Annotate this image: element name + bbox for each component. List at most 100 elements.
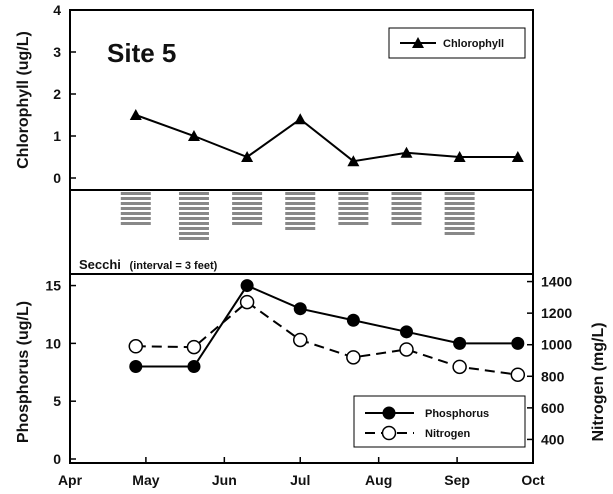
secchi-stripe <box>285 192 316 195</box>
chlorophyll-y-tick-label: 4 <box>53 2 61 18</box>
secchi-bars <box>120 192 475 240</box>
nitrogen-line <box>135 300 518 376</box>
secchi-stripe <box>232 202 263 205</box>
secchi-stripe <box>444 197 475 200</box>
nitrogen-y-tick-label: 1200 <box>541 305 572 321</box>
chlorophyll-legend-marker <box>412 37 424 48</box>
chlorophyll-line <box>135 114 518 163</box>
month-x-axis: Apr May Jun Jul Aug Sep Oct <box>58 457 545 488</box>
chlorophyll-y-tick-label: 1 <box>53 128 61 144</box>
secchi-stripe <box>178 222 209 225</box>
phosphorus-point <box>346 313 360 327</box>
secchi-stripe <box>120 212 151 215</box>
secchi-stripe <box>232 212 263 215</box>
secchi-stripe <box>338 207 369 210</box>
secchi-stripe <box>285 207 316 210</box>
nitrogen-legend-label: Nitrogen <box>425 428 471 440</box>
secchi-stripe <box>232 217 263 220</box>
nitrogen-point <box>239 294 255 310</box>
phosphorus-y-axis: 0 5 10 15 <box>45 278 76 467</box>
secchi-stripe <box>338 202 369 205</box>
nitrogen-point <box>292 332 308 348</box>
phosphorus-y-tick-label: 5 <box>53 393 61 409</box>
secchi-bar <box>178 192 209 240</box>
phosphorus-point <box>129 360 143 373</box>
chlorophyll-legend: Chlorophyll <box>388 27 526 59</box>
nutrient-legend-box <box>353 395 526 448</box>
secchi-title: Secchi (interval = 3 feet) <box>79 257 218 272</box>
phosphorus-y-tick-label: 15 <box>45 278 61 294</box>
secchi-stripe <box>178 227 209 230</box>
secchi-stripe <box>444 207 475 210</box>
secchi-stripe <box>232 197 263 200</box>
phosphorus-point <box>240 279 254 293</box>
nitrogen-y-tick-label: 800 <box>541 368 565 384</box>
chlorophyll-series <box>129 109 524 167</box>
secchi-stripe <box>178 237 209 240</box>
secchi-stripe <box>444 232 475 235</box>
nitrogen-y-tick-label: 1400 <box>541 274 572 290</box>
month-x-tick-label: Jul <box>290 472 310 488</box>
nitrogen-point <box>128 339 144 354</box>
phosphorus-y-tick-label: 10 <box>45 335 61 351</box>
secchi-stripe <box>178 202 209 205</box>
secchi-label: Secchi <box>79 257 121 272</box>
chlorophyll-legend-label: Chlorophyll <box>443 38 504 50</box>
secchi-stripe <box>391 212 422 215</box>
secchi-stripe <box>338 197 369 200</box>
nitrogen-point <box>452 359 467 375</box>
chlorophyll-point <box>294 113 307 125</box>
secchi-stripe <box>444 202 475 205</box>
secchi-stripe <box>178 207 209 210</box>
secchi-stripe <box>444 227 475 230</box>
secchi-stripe <box>444 192 475 195</box>
secchi-stripe <box>178 197 209 200</box>
secchi-stripe <box>444 222 475 225</box>
month-x-tick-label: Jun <box>212 472 237 488</box>
chlorophyll-point <box>453 151 466 162</box>
secchi-stripe <box>444 212 475 215</box>
secchi-stripe <box>338 217 369 220</box>
month-x-tick-label: Apr <box>58 472 83 488</box>
chlorophyll-point <box>241 151 254 162</box>
secchi-stripe <box>285 202 316 205</box>
chlorophyll-point <box>347 155 360 167</box>
secchi-stripe <box>232 192 263 195</box>
phosphorus-line <box>135 284 518 368</box>
secchi-stripe <box>120 197 151 200</box>
secchi-stripe <box>178 192 209 195</box>
secchi-interval-note: (interval = 3 feet) <box>130 260 218 272</box>
nitrogen-axis-title: Nitrogen (mg/L) <box>590 322 607 441</box>
nitrogen-series <box>128 294 526 382</box>
secchi-stripe <box>338 222 369 225</box>
phosphorus-point <box>511 336 525 350</box>
secchi-stripe <box>338 192 369 195</box>
chlorophyll-y-tick-label: 0 <box>53 170 61 186</box>
nitrogen-point <box>399 342 414 357</box>
secchi-stripe <box>232 207 263 210</box>
nitrogen-y-tick-label: 600 <box>541 400 565 416</box>
chlorophyll-axis-title: Chlorophyll (ug/L) <box>15 31 32 169</box>
nutrient-legend: Phosphorus Nitrogen <box>353 395 526 448</box>
secchi-bar <box>120 192 151 225</box>
nitrogen-point <box>510 367 526 382</box>
secchi-stripe <box>120 217 151 220</box>
month-x-tick-label: Sep <box>444 472 470 488</box>
phosphorus-legend-marker <box>382 406 396 420</box>
secchi-stripe <box>285 212 316 215</box>
secchi-stripe <box>391 222 422 225</box>
phosphorus-y-tick-label: 0 <box>53 451 61 467</box>
phosphorus-legend-label: Phosphorus <box>425 408 489 420</box>
secchi-stripe <box>178 217 209 220</box>
phosphorus-point <box>187 360 201 373</box>
month-x-tick-label: Oct <box>521 472 545 488</box>
secchi-stripe <box>232 222 263 225</box>
secchi-stripe <box>285 227 316 230</box>
chlorophyll-y-axis: 0 1 2 3 4 <box>53 2 76 186</box>
secchi-stripe <box>391 217 422 220</box>
chlorophyll-point <box>187 130 200 141</box>
secchi-bar <box>338 192 369 225</box>
phosphorus-axis-title: Phosphorus (ug/L) <box>15 301 32 443</box>
secchi-stripe <box>120 207 151 210</box>
